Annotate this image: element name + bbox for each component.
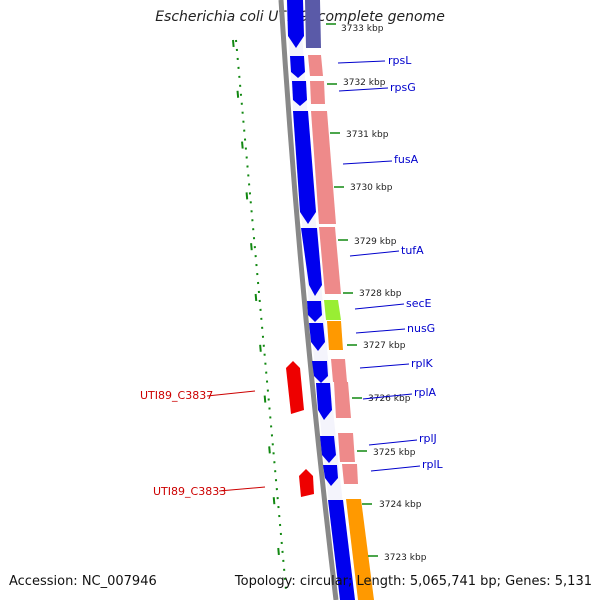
gene-label-rplk: rplK	[411, 357, 434, 370]
rna-block	[311, 111, 336, 224]
cds-block	[312, 361, 328, 383]
cds-block	[316, 383, 332, 420]
gc-dash-track	[232, 39, 283, 591]
cds-block	[323, 465, 338, 486]
gene-label-rpla: rplA	[414, 386, 437, 399]
gene-label-rplj: rplJ	[419, 432, 437, 445]
cds-block	[301, 228, 322, 296]
cds-block	[292, 81, 307, 106]
cds-block	[328, 500, 355, 600]
rna-block	[334, 382, 351, 418]
kbp-tick-labels: 3733 kbp 3732 kbp 3731 kbp 3730 kbp 3729…	[341, 24, 427, 563]
tick-label: 3731 kbp	[346, 130, 389, 140]
cds-block	[290, 56, 305, 78]
rna-block	[310, 81, 325, 104]
locus-labels: UTI89_C3837 UTI89_C3833	[140, 389, 226, 498]
tick-label: 3726 kbp	[368, 394, 411, 404]
rna-block	[324, 300, 341, 320]
rna-block	[305, 0, 321, 48]
genome-backbone	[278, 0, 339, 600]
locus-label-c3833: UTI89_C3833	[153, 485, 226, 498]
gene-label-fusa: fusA	[394, 153, 419, 166]
gene-label-rpsl: rpsL	[388, 54, 412, 67]
locus-leader-lines	[206, 390, 266, 492]
reverse-cds-track	[286, 361, 314, 497]
gene-label-sece: secE	[406, 297, 432, 310]
cds-block	[293, 111, 316, 224]
gene-label-rpsg: rpsG	[390, 81, 416, 94]
cds-block	[320, 436, 336, 463]
tick-label: 3725 kbp	[373, 448, 416, 458]
rna-block	[346, 499, 374, 600]
gene-label-tufa: tufA	[401, 244, 424, 257]
gene-label-nusg: nusG	[407, 322, 435, 335]
rna-block	[342, 464, 358, 484]
tick-label: 3732 kbp	[343, 78, 386, 88]
forward-cds-track	[287, 0, 355, 600]
cds-block	[309, 323, 325, 351]
kbp-ticks	[326, 23, 378, 557]
rna-track	[305, 0, 374, 600]
gc-dot-track-outer	[235, 39, 287, 591]
tick-label: 3729 kbp	[354, 237, 397, 247]
tick-label: 3728 kbp	[359, 289, 402, 299]
rna-block	[319, 227, 341, 294]
rna-block	[308, 55, 323, 76]
tick-label: 3730 kbp	[350, 183, 393, 193]
cds-block	[287, 0, 304, 48]
rna-block	[327, 321, 343, 350]
gene-label-rpll: rplL	[422, 458, 444, 471]
gene-leader-lines	[337, 60, 421, 472]
tick-label: 3724 kbp	[379, 500, 422, 510]
reverse-cds-arrow	[286, 361, 304, 414]
rna-block	[331, 359, 347, 382]
gene-labels: rpsL rpsG fusA tufA secE nusG rplK rplA …	[388, 54, 444, 471]
rna-block	[338, 433, 355, 462]
accession-label: Accession: NC_007946	[9, 574, 157, 589]
topology-label: Topology: circular; Length: 5,065,741 bp…	[234, 574, 592, 589]
tick-label: 3723 kbp	[384, 553, 427, 563]
cds-block	[307, 301, 322, 322]
locus-label-c3837: UTI89_C3837	[140, 389, 213, 402]
tick-label: 3727 kbp	[363, 341, 406, 351]
reverse-cds-arrow	[299, 469, 314, 497]
tick-label: 3733 kbp	[341, 24, 384, 34]
